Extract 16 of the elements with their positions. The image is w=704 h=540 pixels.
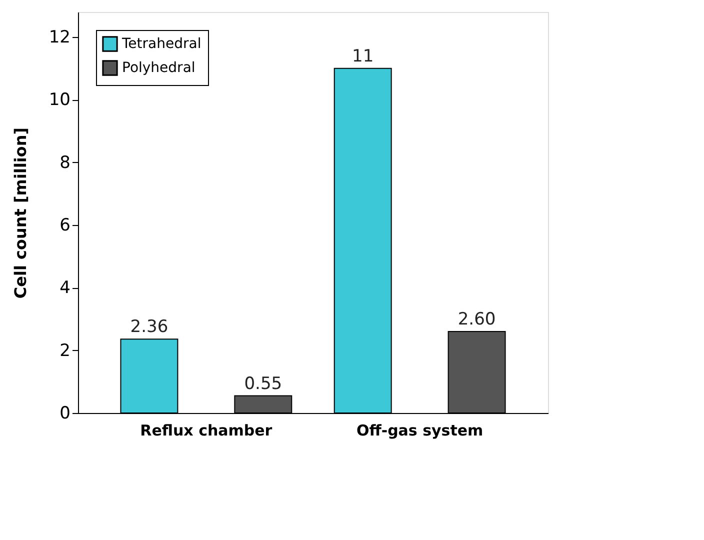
x-tick-label: Reflux chamber [140, 422, 273, 440]
y-axis-title: Cell count [million] [10, 127, 30, 299]
y-tick-label: 8 [60, 152, 70, 173]
data-label: 0.55 [244, 374, 282, 394]
data-label: 11 [352, 46, 374, 66]
data-label: 2.36 [130, 317, 168, 338]
y-tick-label: 4 [60, 278, 70, 298]
legend-label: Polyhedral [122, 60, 196, 76]
legend-label: Tetrahedral [121, 36, 202, 52]
y-tick-label: 6 [60, 216, 70, 236]
y-tick-label: 2 [60, 340, 70, 361]
x-tick-label: Off-gas system [356, 422, 484, 440]
y-tick-label: 10 [48, 90, 70, 110]
y-tick-label: 12 [48, 28, 70, 48]
data-label: 2.60 [458, 310, 496, 330]
y-tick-label: 0 [60, 404, 70, 424]
